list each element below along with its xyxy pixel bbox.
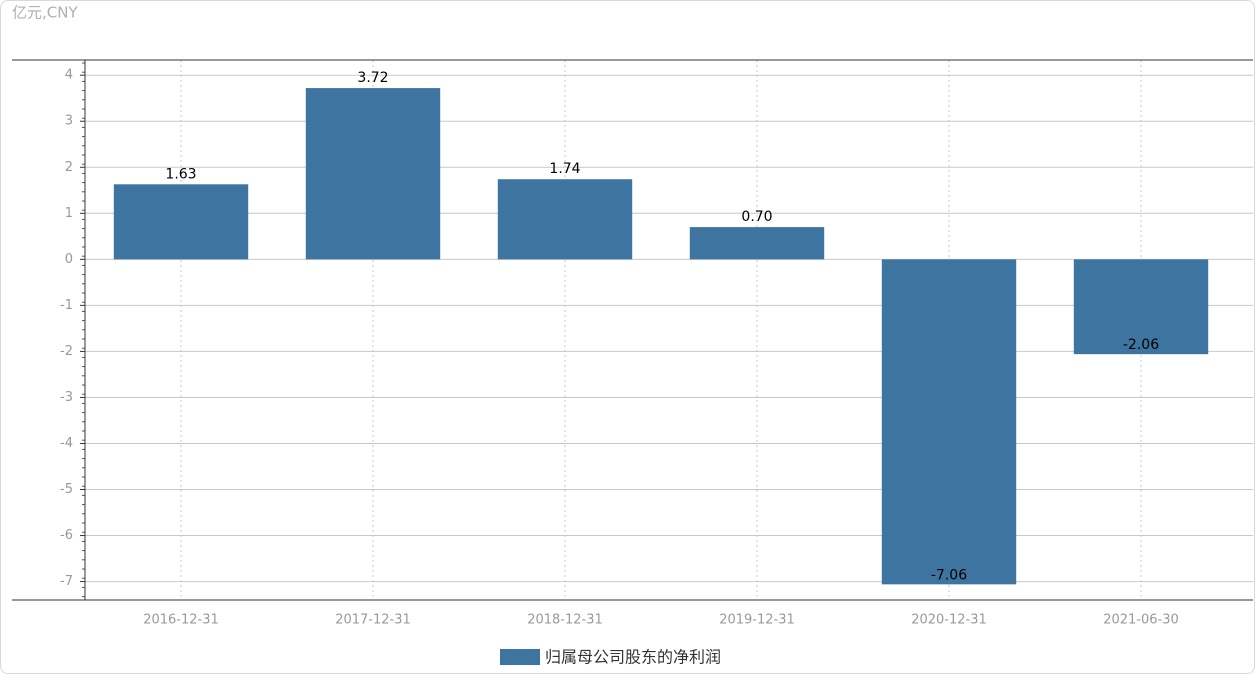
y-tick-label: -2 <box>60 344 73 359</box>
x-tick-label: 2016-12-31 <box>143 613 219 628</box>
y-tick-label: 0 <box>65 252 73 267</box>
x-tick-label: 2017-12-31 <box>335 613 411 628</box>
y-tick-label: -5 <box>60 482 73 497</box>
y-tick-label: -7 <box>60 574 73 589</box>
y-tick-label: 4 <box>65 68 73 83</box>
y-tick-label: -6 <box>60 528 73 543</box>
value-label: -7.06 <box>931 567 967 583</box>
legend-swatch <box>500 649 540 665</box>
bar <box>497 179 633 260</box>
x-tick-label: 2020-12-31 <box>911 613 987 628</box>
y-tick-label: -4 <box>60 436 73 451</box>
bar <box>1073 259 1209 355</box>
value-label: 1.63 <box>165 166 196 182</box>
unit-label: 亿元,CNY <box>12 4 78 22</box>
bar <box>689 227 825 260</box>
y-tick-label: -1 <box>60 298 73 313</box>
value-label: 3.72 <box>357 70 388 86</box>
legend-label: 归属母公司股东的净利润 <box>545 648 721 667</box>
bar <box>881 259 1017 585</box>
y-tick-label: 3 <box>65 114 73 129</box>
bar <box>305 88 441 260</box>
bar <box>113 184 249 260</box>
value-label: -2.06 <box>1123 337 1159 353</box>
x-tick-label: 2018-12-31 <box>527 613 603 628</box>
x-tick-label: 2021-06-30 <box>1103 613 1179 628</box>
x-tick-label: 2019-12-31 <box>719 613 795 628</box>
y-tick-label: -3 <box>60 390 73 405</box>
y-tick-label: 2 <box>65 160 73 175</box>
value-label: 1.74 <box>549 161 580 177</box>
value-label: 0.70 <box>741 209 772 225</box>
y-tick-label: 1 <box>65 206 73 221</box>
